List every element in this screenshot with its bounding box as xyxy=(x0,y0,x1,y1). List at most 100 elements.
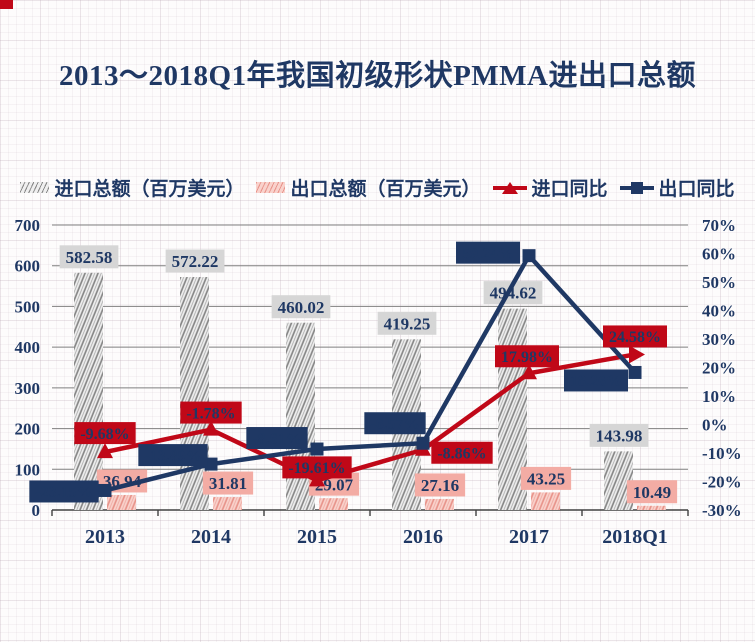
right-axis-tick: 10% xyxy=(702,387,736,406)
square-marker-icon xyxy=(204,457,218,471)
export-value-label: 43.25 xyxy=(520,466,572,490)
legend-label-export-total: 出口总额（百万美元） xyxy=(290,179,481,200)
left-axis-tick: 200 xyxy=(15,420,41,439)
legend-label-import-yoy: 进口同比 xyxy=(531,179,608,200)
right-axis-tick: 0% xyxy=(702,416,728,435)
legend-item-import-total: 进口总额（百万美元） xyxy=(20,174,244,201)
export-value-label: 31.81 xyxy=(202,471,254,495)
svg-text:582.58: 582.58 xyxy=(66,248,113,267)
import-yoy-label: 24.58% xyxy=(603,325,667,348)
right-axis-tick: 40% xyxy=(702,302,736,321)
svg-text:-23.15%: -23.15% xyxy=(35,484,92,501)
svg-text:31.81: 31.81 xyxy=(209,474,247,493)
legend-label-import-total: 进口总额（百万美元） xyxy=(54,179,245,200)
triangle-marker-icon xyxy=(203,420,219,436)
import-yoy-line-marker-icon xyxy=(492,180,527,195)
svg-text:-13.89%: -13.89% xyxy=(144,448,201,465)
export-bar xyxy=(637,505,666,510)
svg-text:460.02: 460.02 xyxy=(278,298,325,317)
chart-legend: 进口总额（百万美元） 出口总额（百万美元） 进口同比 出口同比 xyxy=(0,174,755,201)
import-value-label: 582.58 xyxy=(59,245,119,269)
export-bar xyxy=(107,494,136,510)
import-yoy-line-path xyxy=(104,352,636,483)
export-yoy-label: -8.61% xyxy=(246,427,308,450)
right-axis-tick: 60% xyxy=(702,245,736,264)
square-marker-icon xyxy=(522,249,536,263)
legend-item-import-yoy: 进口同比 xyxy=(492,174,608,201)
svg-text:-9.68%: -9.68% xyxy=(80,426,129,443)
import-yoy-line xyxy=(97,345,645,487)
import-value-label: 572.22 xyxy=(165,249,225,273)
left-axis-tick: 100 xyxy=(15,460,41,479)
svg-text:-6.57%: -6.57% xyxy=(370,416,419,433)
export-value-label: 10.49 xyxy=(626,480,678,504)
right-axis-tick: 20% xyxy=(702,359,736,378)
export-yoy-line-path xyxy=(104,251,637,493)
svg-text:-1.78%: -1.78% xyxy=(186,405,235,422)
export-yoy-line xyxy=(98,249,642,497)
yoy-percent-labels: -9.68% -1.78% -19.61% -8.86% 17.98% 24.58% -23… xyxy=(29,241,667,503)
export-value-label: 27.16 xyxy=(414,473,466,497)
left-axis-tick: 600 xyxy=(15,257,41,276)
square-marker-icon xyxy=(310,442,324,456)
x-axis-category-label: 2016 xyxy=(403,526,443,548)
triangle-marker-icon xyxy=(309,471,325,487)
import-yoy-label: 17.98% xyxy=(495,345,559,368)
export-yoy-label: 59.24% xyxy=(456,241,520,264)
export-yoy-label: 18.26% xyxy=(564,369,628,392)
svg-text:10.49: 10.49 xyxy=(633,483,671,502)
export-bar xyxy=(531,492,560,510)
svg-text:24.58%: 24.58% xyxy=(609,329,661,346)
x-axis-category-label: 2014 xyxy=(191,526,231,548)
left-axis-tick: 500 xyxy=(15,297,41,316)
left-axis-tick: 300 xyxy=(15,379,41,398)
svg-text:18.26%: 18.26% xyxy=(570,373,622,390)
square-marker-icon xyxy=(628,365,642,379)
triangle-marker-icon xyxy=(97,443,113,459)
export-yoy-label: -13.89% xyxy=(138,444,208,467)
svg-text:-19.61%: -19.61% xyxy=(288,460,345,477)
right-axis-tick: 30% xyxy=(702,330,736,349)
import-yoy-label: -1.78% xyxy=(180,401,242,424)
svg-text:-8.61%: -8.61% xyxy=(252,431,301,448)
export-yoy-label: -23.15% xyxy=(29,480,99,503)
export-yoy-line-marker-icon xyxy=(619,180,654,195)
left-axis-tick: 400 xyxy=(15,338,41,357)
square-marker-icon xyxy=(98,483,112,497)
legend-label-export-yoy: 出口同比 xyxy=(658,179,735,200)
svg-text:419.25: 419.25 xyxy=(384,314,431,333)
svg-text:59.24%: 59.24% xyxy=(462,245,514,262)
left-axis-tick: 700 xyxy=(15,216,41,235)
export-bar-swatch-icon xyxy=(256,182,286,193)
import-yoy-label: -9.68% xyxy=(74,422,136,445)
svg-text:572.22: 572.22 xyxy=(172,252,219,271)
export-bar xyxy=(213,497,242,510)
x-axis-category-label: 2017 xyxy=(509,526,549,548)
right-axis-tick: -20% xyxy=(702,473,742,492)
import-value-label: 460.02 xyxy=(271,295,331,319)
right-axis-tick: -10% xyxy=(702,444,742,463)
svg-text:27.16: 27.16 xyxy=(421,476,459,495)
triangle-marker-icon xyxy=(521,364,537,380)
export-yoy-label: -6.57% xyxy=(364,412,426,435)
square-marker-icon xyxy=(416,436,430,450)
import-yoy-label: -19.61% xyxy=(282,456,352,479)
x-axis-category-label: 2018Q1 xyxy=(602,526,668,548)
gridlines xyxy=(51,224,689,516)
triangle-marker-icon xyxy=(629,345,645,364)
export-bar xyxy=(425,498,454,510)
right-axis-tick: 70% xyxy=(702,216,736,235)
legend-item-export-total: 出口总额（百万美元） xyxy=(256,174,481,201)
svg-text:43.25: 43.25 xyxy=(527,470,565,489)
axis-labels: 0 100 200 300 400 500 600 700 -30% -20% -10% 0% 10% 2… xyxy=(15,216,742,548)
import-value-label: 143.98 xyxy=(589,423,649,447)
right-axis-tick: 50% xyxy=(702,273,736,292)
export-bar xyxy=(319,498,348,510)
import-bar-swatch-icon xyxy=(20,182,50,193)
import-value-label: 419.25 xyxy=(377,311,437,335)
x-axis-category-label: 2013 xyxy=(85,526,125,548)
page-corner-mark xyxy=(0,0,13,9)
svg-text:17.98%: 17.98% xyxy=(501,349,553,366)
